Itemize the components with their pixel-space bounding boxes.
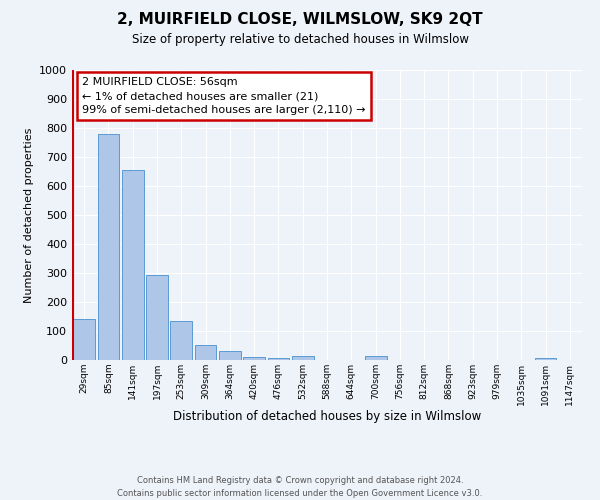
Bar	[194, 344, 217, 360]
Bar	[146, 275, 168, 360]
Bar	[243, 356, 265, 360]
Bar	[365, 356, 386, 360]
Bar	[170, 321, 192, 360]
Bar	[122, 170, 143, 360]
Text: Contains HM Land Registry data © Crown copyright and database right 2024.
Contai: Contains HM Land Registry data © Crown c…	[118, 476, 482, 498]
Bar	[535, 358, 556, 360]
Bar	[73, 320, 95, 360]
Bar	[219, 352, 241, 360]
Y-axis label: Number of detached properties: Number of detached properties	[23, 128, 34, 302]
Text: Size of property relative to detached houses in Wilmslow: Size of property relative to detached ho…	[131, 32, 469, 46]
Bar	[97, 134, 119, 360]
Text: 2, MUIRFIELD CLOSE, WILMSLOW, SK9 2QT: 2, MUIRFIELD CLOSE, WILMSLOW, SK9 2QT	[117, 12, 483, 28]
Text: 2 MUIRFIELD CLOSE: 56sqm
← 1% of detached houses are smaller (21)
99% of semi-de: 2 MUIRFIELD CLOSE: 56sqm ← 1% of detache…	[82, 77, 366, 116]
Bar	[292, 356, 314, 360]
Bar	[268, 358, 289, 360]
X-axis label: Distribution of detached houses by size in Wilmslow: Distribution of detached houses by size …	[173, 410, 481, 424]
